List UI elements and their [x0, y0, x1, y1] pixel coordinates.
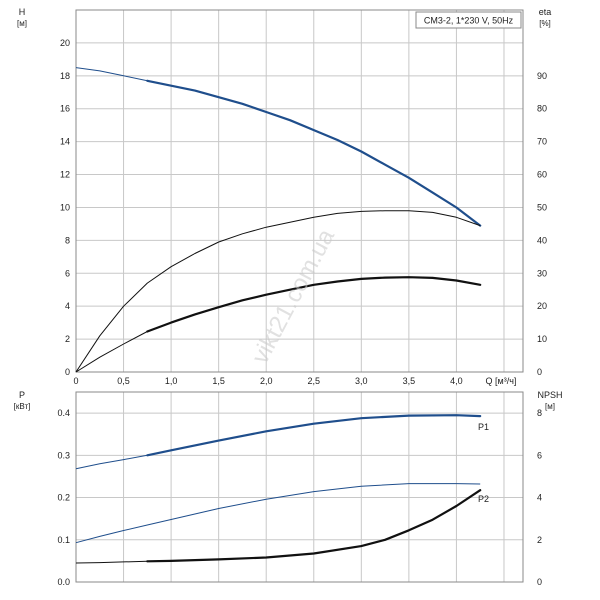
y-tick-label: 20	[60, 38, 70, 48]
y2-tick-label: 6	[537, 450, 542, 460]
npsh-axis-unit: [м]	[545, 402, 555, 411]
title-box	[415, 11, 522, 29]
npsh-axis-label: NPSH	[537, 390, 562, 400]
h-curve-operating	[146, 79, 482, 227]
p1-series-label: P1	[478, 422, 489, 432]
y-tick-label: 8	[65, 235, 70, 245]
y2-tick-label: 90	[537, 71, 547, 81]
eta-curve-2-operating	[146, 276, 482, 333]
y2-tick-label: 10	[537, 334, 547, 344]
y-tick-label: 0.3	[57, 450, 70, 460]
y-tick-label: 2	[65, 334, 70, 344]
y2-tick-label: 20	[537, 301, 547, 311]
bottom-tick-labels: 0.0 0.1 0.2 0.3 0.4 0 2 4 6 8	[57, 408, 542, 587]
x-axis-label-backdrop	[481, 375, 521, 386]
chart-title: CM3-2, 1*230 V, 50Hz	[424, 16, 514, 26]
y2-tick-label: 8	[537, 408, 542, 418]
p2-curve-thin	[75, 483, 481, 544]
y2-tick-label: 0	[537, 367, 542, 377]
y2-axis-unit: [%]	[539, 19, 551, 28]
y-tick-label: 0	[65, 367, 70, 377]
power-npsh-panel: P [кВт] NPSH [м] 0.0 0.1 0.2 0.3 0.4 0 2 4 6 8 P1…	[14, 390, 563, 587]
y-tick-label: 6	[65, 268, 70, 278]
y2-tick-label: 70	[537, 137, 547, 147]
y2-tick-label: 40	[537, 235, 547, 245]
y-tick-label: 4	[65, 301, 70, 311]
p2-series-label: P2	[478, 494, 489, 504]
y-tick-label: 0.2	[57, 493, 70, 503]
x-tick-label: 3,0	[355, 376, 368, 386]
y2-tick-label: 60	[537, 170, 547, 180]
y2-tick-label: 2	[537, 535, 542, 545]
x-tick-label: 0	[73, 376, 78, 386]
power-axis-label: P	[19, 390, 25, 400]
x-tick-label: 2,0	[260, 376, 273, 386]
bottom-plot-frame	[75, 391, 524, 583]
y-tick-label: 0.1	[57, 535, 70, 545]
y-tick-label: 14	[60, 137, 70, 147]
y-tick-label: 0.4	[57, 408, 70, 418]
x-tick-label: 3,5	[403, 376, 416, 386]
y-axis-label: H	[19, 7, 26, 17]
y2-tick-label: 4	[537, 493, 542, 503]
npsh-curve-operating	[146, 489, 482, 563]
x-tick-label: 1,0	[165, 376, 178, 386]
bottom-grid	[76, 392, 523, 582]
p1-curve-operating	[146, 414, 482, 457]
y-tick-label: 18	[60, 71, 70, 81]
top-series	[75, 67, 482, 373]
y2-axis-label: eta	[539, 7, 552, 17]
head-eta-panel: CM3-2, 1*230 V, 50Hz H [м] eta [%] Q [м³…	[17, 7, 551, 386]
x-tick-label: 1,5	[212, 376, 225, 386]
x-tick-label: 0,5	[117, 376, 130, 386]
eta-curve-1-thin	[75, 210, 481, 373]
y-axis-unit: [м]	[17, 19, 27, 28]
y2-tick-label: 80	[537, 104, 547, 114]
power-axis-unit: [кВт]	[14, 402, 31, 411]
top-tick-labels: 0 0,5 1,0 1,5 2,0 2,5 3,0 3,5 4,0 0 2 4 6 8 10 12 14 16 18…	[60, 38, 547, 386]
y2-tick-label: 30	[537, 268, 547, 278]
x-tick-label: 2,5	[308, 376, 321, 386]
x-axis-label: Q [м³/ч]	[486, 376, 517, 386]
top-grid	[76, 10, 523, 372]
y2-tick-label: 0	[537, 577, 542, 587]
y-tick-label: 12	[60, 170, 70, 180]
bottom-series	[75, 414, 482, 564]
y2-tick-label: 50	[537, 202, 547, 212]
y-tick-label: 0.0	[57, 577, 70, 587]
y-tick-label: 10	[60, 202, 70, 212]
top-plot-frame	[75, 9, 524, 373]
x-tick-label: 4,0	[450, 376, 463, 386]
y-tick-label: 16	[60, 104, 70, 114]
